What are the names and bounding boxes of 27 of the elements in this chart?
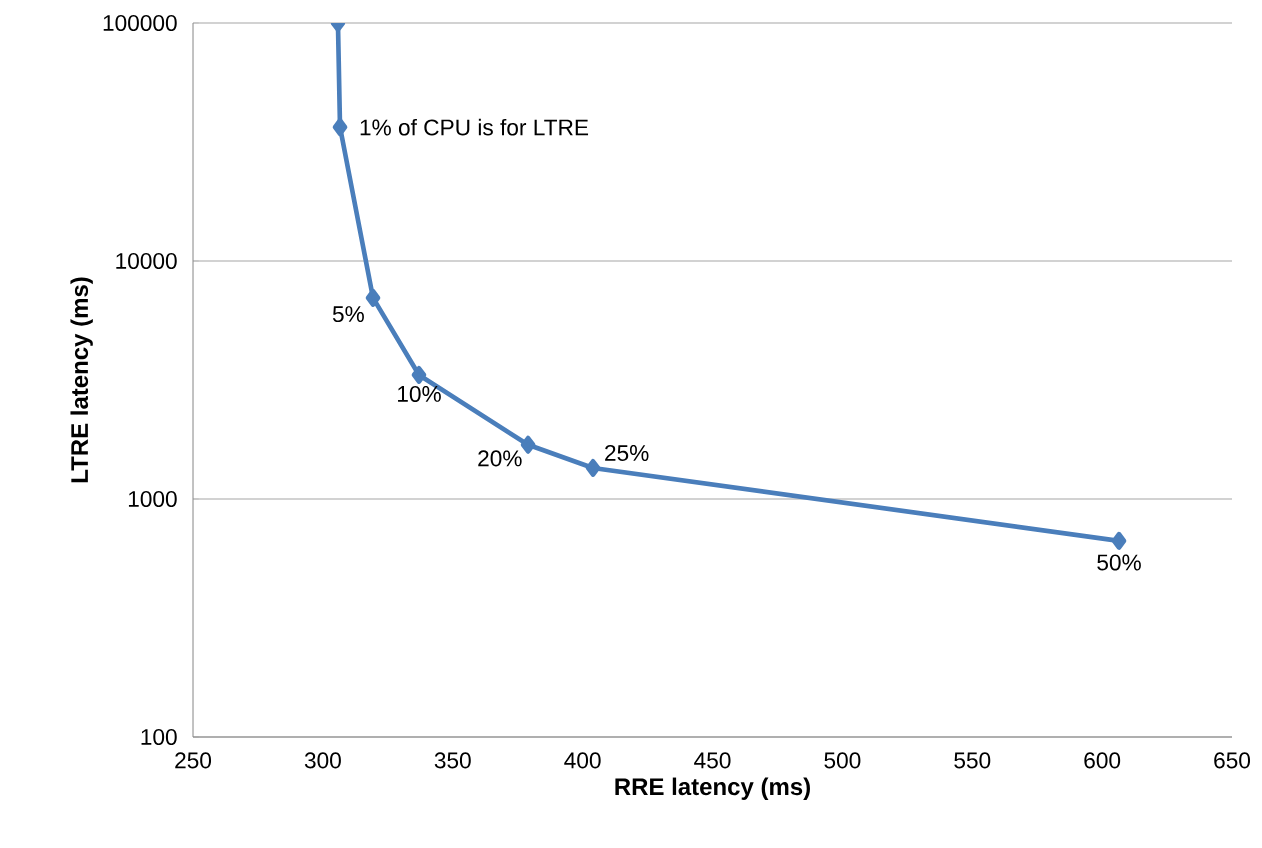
point	[585, 458, 601, 477]
y-tick-label: 100	[141, 728, 177, 746]
point	[332, 118, 348, 137]
point	[411, 365, 427, 384]
x-axis-title: RRE latency (ms)	[615, 777, 810, 800]
y-axis-title: LTRE latency (ms)	[70, 277, 93, 483]
x-tick-label: 350	[434, 752, 471, 769]
x-tick-label: 250	[175, 752, 212, 769]
x-tick-label: 450	[694, 752, 731, 769]
annotation: 5%	[332, 306, 364, 323]
x-tick-label: 400	[564, 752, 601, 769]
x-tick-label: 500	[824, 752, 861, 769]
annotation: 50%	[1097, 554, 1141, 571]
annotation: 25%	[605, 444, 649, 462]
x-tick-label: 300	[304, 752, 341, 769]
annotation: 10%	[398, 385, 441, 402]
y-tick-label: 1000	[128, 490, 177, 508]
x-tick-label: 550	[954, 752, 991, 769]
x-tick-label: 600	[1084, 752, 1121, 769]
x-tick-label: 650	[1214, 752, 1251, 769]
annotation: 1% of CPU is for LTRE	[360, 118, 589, 136]
point	[520, 435, 536, 454]
annotation: 20%	[478, 450, 522, 467]
point	[365, 288, 381, 307]
y-tick-label: 10000	[116, 252, 177, 270]
y-tick-label: 100000	[103, 14, 177, 32]
point	[1111, 531, 1127, 550]
